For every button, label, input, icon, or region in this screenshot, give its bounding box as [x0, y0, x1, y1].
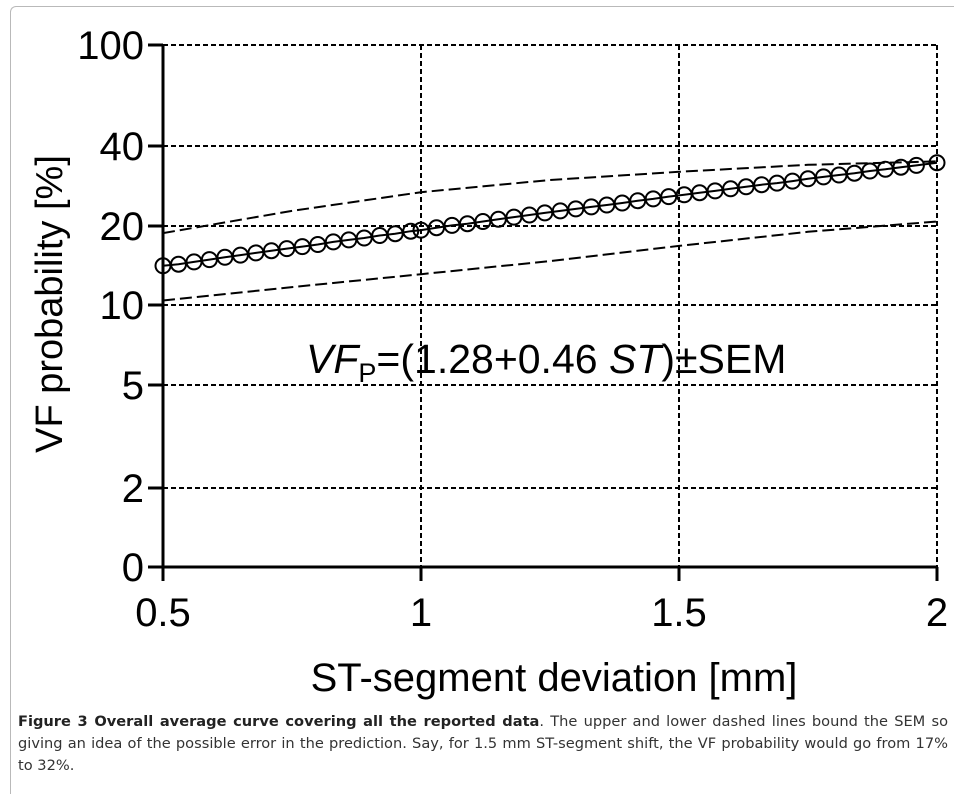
- curve-line: [162, 161, 938, 267]
- sem-bound-line: [162, 220, 938, 302]
- y-axis-label: VF probability [%]: [29, 155, 71, 453]
- data-point: [907, 156, 925, 174]
- annotation-part: P: [358, 358, 376, 388]
- figure-caption: Figure 3 Overall average curve covering …: [18, 711, 948, 777]
- annotation-part: )±SEM: [661, 336, 786, 382]
- y-tick-label: 0: [122, 546, 144, 590]
- y-tick-label: 20: [100, 205, 145, 249]
- y-tick-label: 2: [122, 467, 144, 511]
- caption-text: . The upper and lower dashed lines bound…: [18, 713, 948, 774]
- annotation-part: ST: [609, 336, 664, 382]
- x-tick-label: 1: [410, 591, 432, 635]
- caption-title: Figure 3 Overall average curve covering …: [18, 713, 540, 730]
- y-tick-label: 10: [100, 284, 145, 328]
- grid-lines: [163, 44, 938, 567]
- equation-annotation: VFP=(1.28+0.46 ST)±SEM: [306, 336, 786, 388]
- x-tick-label: 2: [926, 591, 948, 635]
- chart: 0 2 5 10 20 40 100 0.5 1 1.5 2 VFP=(1.28+0.46 ST)±…: [29, 24, 948, 700]
- axes: [148, 43, 939, 581]
- y-tick-label: 5: [122, 364, 144, 408]
- annotation-part: =(1.28+0.46: [376, 336, 609, 382]
- y-tick-label: 40: [100, 125, 145, 169]
- tick-labels: 0 2 5 10 20 40 100 0.5 1 1.5 2: [77, 24, 948, 635]
- annotation-part: VF: [306, 336, 360, 382]
- y-tick-label: 100: [77, 24, 144, 68]
- data-point: [928, 154, 946, 172]
- x-tick-label: 1.5: [651, 591, 707, 635]
- x-tick-label: 0.5: [135, 591, 191, 635]
- x-axis-label: ST-segment deviation [mm]: [311, 656, 798, 700]
- figure-frame: [10, 6, 954, 794]
- data-series: [154, 154, 946, 302]
- sem-bound-line: [162, 160, 938, 235]
- data-point: [402, 222, 420, 240]
